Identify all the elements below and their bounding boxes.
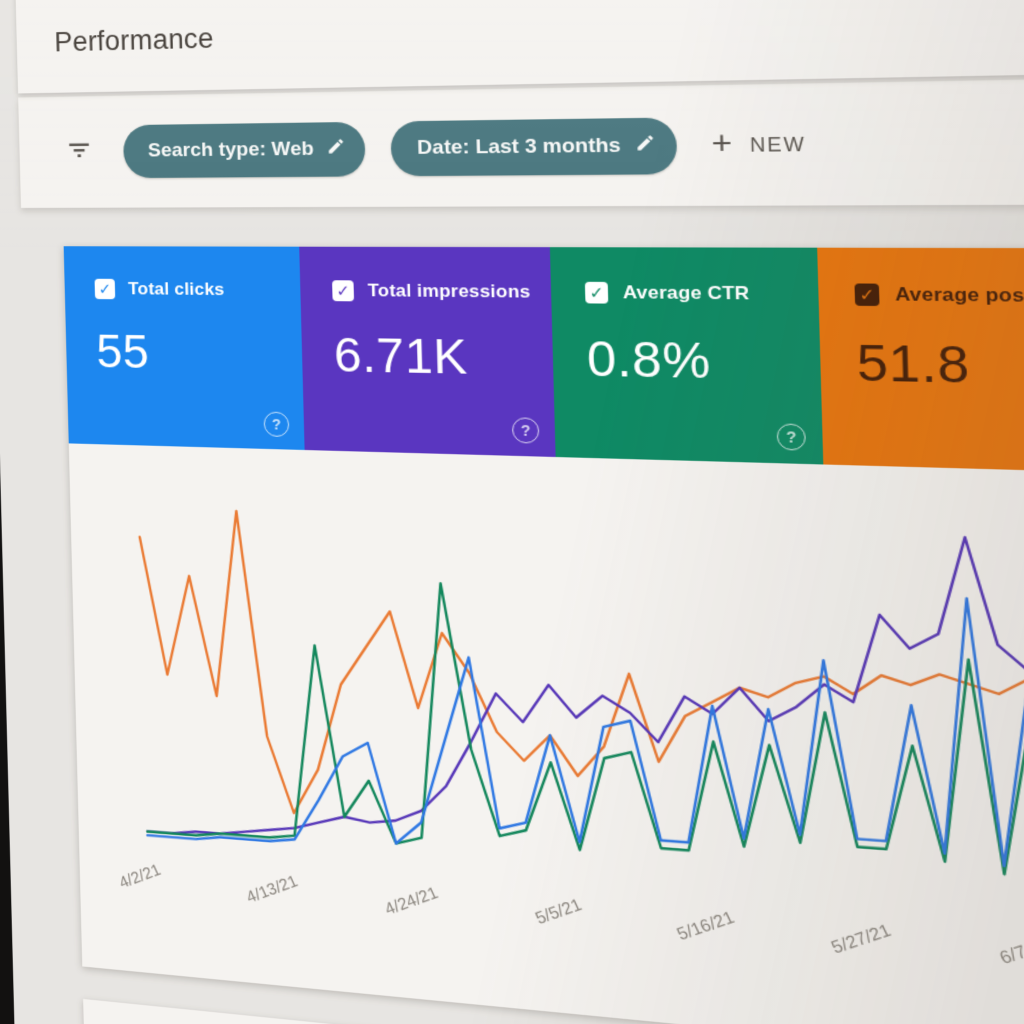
x-tick-label: 4/13/21 [243,872,301,907]
x-tick-label: 4/24/21 [382,883,442,919]
metric-label: Average CTR [622,282,750,304]
time-series-chart: 4/2/21 4/13/21 4/24/21 5/5/21 5/16/21 5/27/21… [116,445,1024,968]
x-tick-label: 6/7/21 [996,934,1024,969]
top-bar: Performance [15,0,1024,94]
plus-icon: + [710,124,733,162]
metric-label: Total clicks [127,278,225,300]
performance-chart-card: ✓ Total clicks 55 ? ✓ Total impressions … [63,246,1024,1024]
metric-value: 6.71K [333,327,469,385]
chip-search-type[interactable]: Search type: Web [122,121,366,179]
x-tick-label: 4/2/21 [116,861,164,893]
help-icon[interactable]: ? [511,417,540,444]
filter-list-button[interactable] [59,132,100,173]
checkbox-checked-icon[interactable]: ✓ [94,278,116,300]
metric-label: Total impressions [367,280,531,302]
checkbox-checked-icon[interactable]: ✓ [332,280,355,302]
chip-label: Search type: Web [147,138,314,162]
x-tick-label: 5/27/21 [828,920,895,958]
page-title: Performance [53,22,215,57]
metric-tile-average-ctr[interactable]: ✓ Average CTR 0.8% ? [549,247,824,465]
metric-tiles: ✓ Total clicks 55 ? ✓ Total impressions … [63,246,1024,473]
metric-tile-average-position[interactable]: ✓ Average position 51.8 ? [817,247,1024,473]
help-icon[interactable]: ? [776,423,807,451]
checkbox-checked-icon[interactable]: ✓ [584,281,609,304]
edit-pencil-icon[interactable] [634,133,656,159]
new-filter-label: NEW [749,132,807,156]
checkbox-checked-icon[interactable]: ✓ [854,283,880,307]
edit-pencil-icon[interactable] [326,137,346,162]
metric-tile-total-impressions[interactable]: ✓ Total impressions 6.71K ? [299,246,556,458]
filter-toolbar: Search type: Web Date: Last 3 months + N… [18,72,1024,208]
filter-list-icon [66,136,93,168]
metric-label: Average position [894,283,1024,307]
metric-value: 51.8 [855,333,971,394]
metric-value: 0.8% [586,330,712,389]
metric-value: 55 [95,324,150,379]
chip-date-range[interactable]: Date: Last 3 months [390,117,678,177]
x-tick-label: 5/5/21 [532,895,585,929]
new-filter-button[interactable]: + NEW [710,124,807,162]
chip-label: Date: Last 3 months [416,134,622,160]
metric-tile-total-clicks[interactable]: ✓ Total clicks 55 ? [63,246,305,450]
help-icon[interactable]: ? [263,411,290,438]
x-tick-label: 5/16/21 [674,908,738,945]
